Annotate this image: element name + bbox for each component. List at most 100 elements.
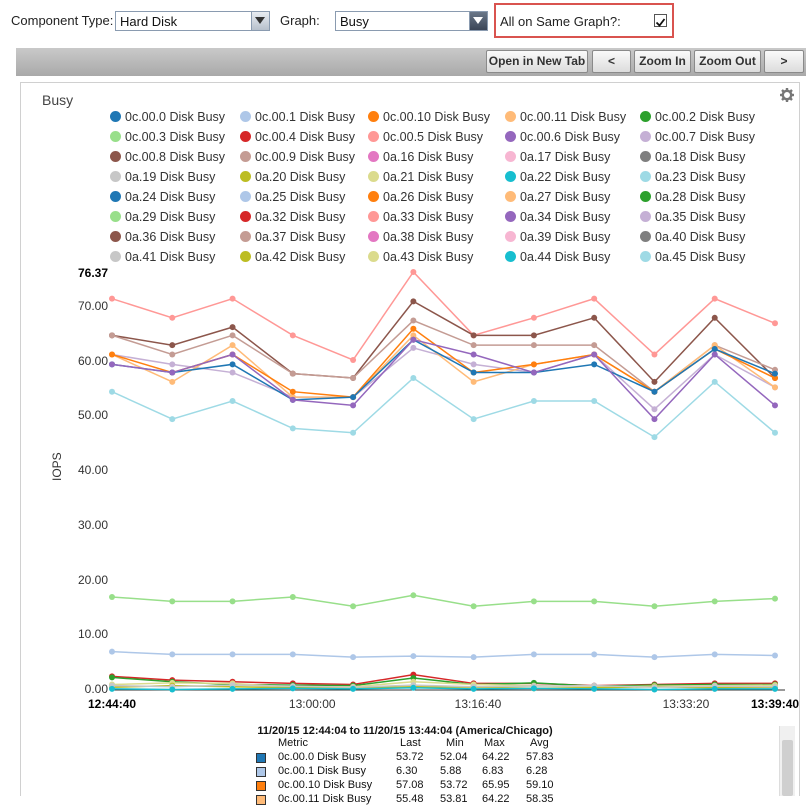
legend-item[interactable]: 0a.44 Disk Busy xyxy=(505,250,610,264)
same-graph-option: All on Same Graph?: xyxy=(494,3,674,38)
legend-swatch xyxy=(505,191,516,202)
data-point xyxy=(109,593,115,600)
data-point xyxy=(289,593,296,600)
legend-item[interactable]: 0a.42 Disk Busy xyxy=(240,250,345,264)
legend-label: 0a.41 Disk Busy xyxy=(125,250,216,264)
data-point xyxy=(470,361,477,368)
legend-label: 0a.17 Disk Busy xyxy=(520,150,611,164)
data-point xyxy=(470,654,477,661)
y-tick-label: 10.00 xyxy=(77,627,108,642)
legend-item[interactable]: 0a.16 Disk Busy xyxy=(368,150,473,164)
legend-item[interactable]: 0a.45 Disk Busy xyxy=(640,250,745,264)
y-tick-label: 0.00 xyxy=(84,682,108,696)
legend-item[interactable]: 0a.20 Disk Busy xyxy=(240,170,345,184)
legend-item[interactable]: 0c.00.4 Disk Busy xyxy=(240,130,355,144)
data-point xyxy=(711,598,718,605)
legend-label: 0a.40 Disk Busy xyxy=(655,230,746,244)
legend-swatch xyxy=(110,231,121,242)
data-point xyxy=(289,396,296,403)
legend-item[interactable]: 0c.00.7 Disk Busy xyxy=(640,130,755,144)
legend-swatch xyxy=(240,251,251,262)
y-tick-label: 70.00 xyxy=(77,298,108,313)
data-point xyxy=(470,351,477,358)
zoom-in-button[interactable]: Zoom In xyxy=(634,50,691,73)
legend-label: 0a.28 Disk Busy xyxy=(655,190,746,204)
legend-item[interactable]: 0c.00.8 Disk Busy xyxy=(110,150,225,164)
legend-item[interactable]: 0a.23 Disk Busy xyxy=(640,170,745,184)
legend-item[interactable]: 0a.18 Disk Busy xyxy=(640,150,745,164)
data-point xyxy=(410,684,417,691)
data-point xyxy=(109,361,115,368)
data-point xyxy=(591,314,598,321)
legend-item[interactable]: 0a.27 Disk Busy xyxy=(505,190,610,204)
graph-select[interactable]: Busy xyxy=(335,11,488,31)
data-point xyxy=(229,351,236,358)
legend-item[interactable]: 0a.22 Disk Busy xyxy=(505,170,610,184)
legend-item[interactable]: 0c.00.5 Disk Busy xyxy=(368,130,483,144)
legend-item[interactable]: 0c.00.11 Disk Busy xyxy=(505,110,626,124)
legend-item[interactable]: 0a.28 Disk Busy xyxy=(640,190,745,204)
data-point xyxy=(530,598,537,605)
legend-item[interactable]: 0c.00.10 Disk Busy xyxy=(368,110,490,124)
previous-button[interactable]: < xyxy=(592,50,631,73)
y-tick-label: 60.00 xyxy=(77,353,108,368)
legend-item[interactable]: 0c.00.9 Disk Busy xyxy=(240,150,355,164)
legend-item[interactable]: 0a.40 Disk Busy xyxy=(640,230,745,244)
legend-item[interactable]: 0a.35 Disk Busy xyxy=(640,210,745,224)
next-button[interactable]: > xyxy=(764,50,804,73)
open-new-tab-button[interactable]: Open in New Tab xyxy=(486,50,588,73)
legend-label: 0a.36 Disk Busy xyxy=(125,230,216,244)
series-line xyxy=(111,650,776,658)
data-point xyxy=(169,369,176,376)
gear-icon[interactable] xyxy=(780,88,794,102)
legend-item[interactable]: 0c.00.3 Disk Busy xyxy=(110,130,225,144)
legend-item[interactable]: 0a.25 Disk Busy xyxy=(240,190,345,204)
legend-item[interactable]: 0c.00.1 Disk Busy xyxy=(240,110,355,124)
summary-scrollbar[interactable] xyxy=(779,726,795,796)
data-point xyxy=(169,361,176,368)
data-point xyxy=(470,378,477,385)
legend-item[interactable]: 0a.19 Disk Busy xyxy=(110,170,215,184)
y-tick-label: 40.00 xyxy=(77,463,108,478)
summary-table: 11/20/15 12:44:04 to 11/20/15 13:44:04 (… xyxy=(250,725,560,807)
legend-label: 0c.00.5 Disk Busy xyxy=(383,130,484,144)
data-point xyxy=(772,384,778,391)
chevron-down-icon[interactable] xyxy=(251,12,269,30)
zoom-out-button[interactable]: Zoom Out xyxy=(694,50,761,73)
legend-item[interactable]: 0a.43 Disk Busy xyxy=(368,250,473,264)
legend-item[interactable]: 0a.26 Disk Busy xyxy=(368,190,473,204)
legend-item[interactable]: 0a.39 Disk Busy xyxy=(505,230,610,244)
data-point xyxy=(109,388,115,395)
series-line xyxy=(111,681,776,689)
series-line xyxy=(111,270,776,361)
data-point xyxy=(711,651,718,658)
legend-item[interactable]: 0a.24 Disk Busy xyxy=(110,190,215,204)
legend-item[interactable]: 0a.36 Disk Busy xyxy=(110,230,215,244)
legend-swatch xyxy=(368,151,379,162)
legend-item[interactable]: 0a.33 Disk Busy xyxy=(368,210,473,224)
legend-item[interactable]: 0a.41 Disk Busy xyxy=(110,250,215,264)
component-type-select[interactable]: Hard Disk xyxy=(115,11,270,31)
scrollbar-thumb[interactable] xyxy=(782,740,793,796)
legend-item[interactable]: 0a.21 Disk Busy xyxy=(368,170,473,184)
legend-item[interactable]: 0a.17 Disk Busy xyxy=(505,150,610,164)
data-point xyxy=(410,325,417,332)
series-line xyxy=(111,684,776,689)
data-point xyxy=(530,398,537,405)
data-point xyxy=(530,651,537,658)
legend-item[interactable]: 0a.32 Disk Busy xyxy=(240,210,345,224)
y-tick-label: 30.00 xyxy=(77,517,108,532)
data-point xyxy=(772,402,778,409)
data-point xyxy=(772,652,778,659)
legend-item[interactable]: 0a.34 Disk Busy xyxy=(505,210,610,224)
legend-item[interactable]: 0a.37 Disk Busy xyxy=(240,230,345,244)
legend-label: 0a.19 Disk Busy xyxy=(125,170,216,184)
chevron-down-icon[interactable] xyxy=(469,12,487,30)
same-graph-checkbox[interactable] xyxy=(654,14,667,27)
legend-item[interactable]: 0c.00.2 Disk Busy xyxy=(640,110,755,124)
summary-header-row: Metric Last Min Max Avg xyxy=(250,737,560,751)
legend-item[interactable]: 0c.00.0 Disk Busy xyxy=(110,110,225,124)
legend-item[interactable]: 0a.29 Disk Busy xyxy=(110,210,215,224)
legend-item[interactable]: 0a.38 Disk Busy xyxy=(368,230,473,244)
legend-item[interactable]: 0c.00.6 Disk Busy xyxy=(505,130,620,144)
